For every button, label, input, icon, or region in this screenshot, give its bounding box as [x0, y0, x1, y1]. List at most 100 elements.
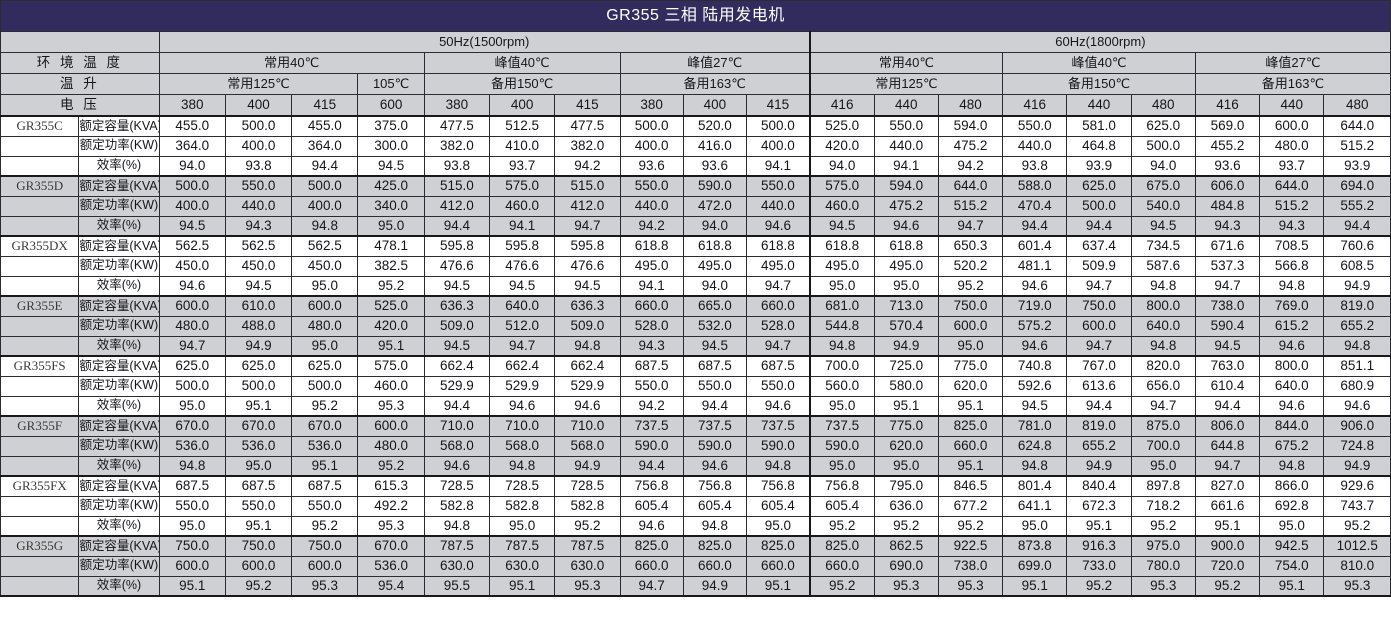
model-name-blank — [0, 375, 80, 397]
cell-gr355fx-efficiency-17: 95.0 — [1259, 515, 1325, 537]
cell-gr355d-capacity-16: 606.0 — [1194, 175, 1261, 197]
cell-gr355fs-power-8: 550.0 — [682, 375, 748, 397]
cell-gr355fs-power-12: 620.0 — [937, 375, 1004, 397]
param-label-efficiency: 效率(%) — [78, 455, 160, 477]
voltage-header-17: 440 — [1259, 94, 1325, 117]
cell-gr355g-efficiency-0: 95.1 — [158, 575, 226, 597]
cell-gr355fs-capacity-14: 767.0 — [1066, 355, 1132, 377]
cell-gr355fs-power-16: 610.4 — [1194, 375, 1261, 397]
model-name-blank — [0, 335, 80, 357]
cell-gr355fx-efficiency-13: 95.0 — [1002, 515, 1068, 537]
cell-gr355c-efficiency-6: 94.2 — [554, 155, 621, 177]
cell-gr355fx-efficiency-12: 95.2 — [937, 515, 1004, 537]
cell-gr355g-capacity-7: 825.0 — [619, 535, 684, 557]
cell-gr355c-capacity-1: 500.0 — [224, 115, 293, 137]
voltage-header-7: 380 — [619, 94, 684, 117]
spec-row-gr355d-power: 额定功率(KW) 400.0 440.0 400.0 340.0 412.0 460.0 41… — [0, 195, 1391, 217]
cell-gr355f-capacity-2: 670.0 — [291, 415, 359, 437]
cell-gr355d-power-18: 555.2 — [1323, 195, 1391, 217]
cell-gr355fx-capacity-10: 756.8 — [808, 475, 875, 497]
cell-gr355fs-capacity-6: 662.4 — [554, 355, 621, 377]
cell-gr355fs-power-14: 613.6 — [1066, 375, 1132, 397]
cell-gr355c-efficiency-7: 93.6 — [619, 155, 684, 177]
cell-gr355c-capacity-18: 644.0 — [1323, 115, 1391, 137]
cell-gr355fx-power-13: 641.1 — [1002, 495, 1068, 517]
cell-gr355dx-power-0: 450.0 — [158, 255, 226, 277]
cell-gr355g-power-6: 630.0 — [554, 555, 621, 577]
cell-gr355f-efficiency-4: 94.6 — [423, 455, 490, 477]
cell-gr355d-efficiency-7: 94.2 — [619, 215, 684, 237]
cell-gr355fx-capacity-2: 687.5 — [291, 475, 359, 497]
cell-gr355dx-power-11: 495.0 — [873, 255, 939, 277]
cell-gr355fx-efficiency-15: 95.2 — [1130, 515, 1196, 537]
cell-gr355e-power-18: 655.2 — [1323, 315, 1391, 337]
cell-gr355d-efficiency-3: 95.0 — [357, 215, 425, 237]
cell-gr355d-capacity-6: 515.0 — [554, 175, 621, 197]
voltage-header-12: 480 — [937, 94, 1004, 117]
cell-gr355fs-capacity-3: 575.0 — [357, 355, 425, 377]
model-name-blank — [0, 255, 80, 277]
voltage-header-18: 480 — [1323, 94, 1391, 117]
cell-gr355d-efficiency-9: 94.6 — [746, 215, 811, 237]
cell-gr355f-capacity-16: 806.0 — [1194, 415, 1261, 437]
cell-gr355g-efficiency-10: 95.2 — [808, 575, 875, 597]
model-name: GR355F — [0, 415, 80, 437]
cell-gr355c-power-4: 382.0 — [423, 135, 490, 157]
cell-gr355fx-power-0: 550.0 — [158, 495, 226, 517]
cell-gr355f-power-6: 568.0 — [554, 435, 621, 457]
cell-gr355d-efficiency-12: 94.7 — [937, 215, 1004, 237]
cell-gr355fs-efficiency-10: 95.0 — [808, 395, 875, 417]
voltage-header-14: 440 — [1066, 94, 1132, 117]
cell-gr355c-efficiency-17: 93.7 — [1259, 155, 1325, 177]
cell-gr355g-power-7: 660.0 — [619, 555, 684, 577]
cell-gr355dx-capacity-12: 650.3 — [937, 235, 1004, 257]
cell-gr355c-efficiency-18: 93.9 — [1323, 155, 1391, 177]
cell-gr355fx-efficiency-0: 95.0 — [158, 515, 226, 537]
cell-gr355c-efficiency-12: 94.2 — [937, 155, 1004, 177]
cell-gr355fs-capacity-0: 625.0 — [158, 355, 226, 377]
cell-gr355dx-efficiency-12: 95.2 — [937, 275, 1004, 297]
cell-gr355fx-efficiency-10: 95.2 — [808, 515, 875, 537]
cell-gr355fs-capacity-12: 775.0 — [937, 355, 1004, 377]
cell-gr355fs-power-5: 529.9 — [488, 375, 556, 397]
cell-gr355fx-efficiency-14: 95.1 — [1066, 515, 1132, 537]
cell-gr355fx-efficiency-11: 95.2 — [873, 515, 939, 537]
cell-gr355dx-efficiency-17: 94.8 — [1259, 275, 1325, 297]
cell-gr355dx-efficiency-7: 94.1 — [619, 275, 684, 297]
cell-gr355c-power-7: 400.0 — [619, 135, 684, 157]
cell-gr355c-efficiency-1: 93.8 — [224, 155, 293, 177]
cell-gr355d-capacity-9: 550.0 — [746, 175, 811, 197]
cell-gr355f-capacity-15: 875.0 — [1130, 415, 1196, 437]
cell-gr355fx-capacity-13: 801.4 — [1002, 475, 1068, 497]
cell-gr355f-power-2: 536.0 — [291, 435, 359, 457]
cell-gr355g-power-18: 810.0 — [1323, 555, 1391, 577]
cell-gr355f-efficiency-3: 95.2 — [357, 455, 425, 477]
model-name-blank — [0, 495, 80, 517]
cell-gr355e-capacity-12: 750.0 — [937, 295, 1004, 317]
cell-gr355e-capacity-2: 600.0 — [291, 295, 359, 317]
cell-gr355g-efficiency-7: 94.7 — [619, 575, 684, 597]
cell-gr355d-capacity-5: 575.0 — [488, 175, 556, 197]
cell-gr355e-efficiency-3: 95.1 — [357, 335, 425, 357]
row-label-temp-rise: 温 升 — [0, 73, 160, 95]
ambient-group-header: 峰值40℃ — [1002, 52, 1196, 74]
cell-gr355f-power-11: 620.0 — [873, 435, 939, 457]
cell-gr355fs-power-9: 550.0 — [746, 375, 811, 397]
cell-gr355f-efficiency-14: 94.9 — [1066, 455, 1132, 477]
cell-gr355dx-efficiency-18: 94.9 — [1323, 275, 1391, 297]
spec-row-gr355f-capacity: GR355F 额定容量(KVA) 670.0 670.0 670.0 600.0 710.0… — [0, 415, 1391, 437]
cell-gr355f-efficiency-15: 95.0 — [1130, 455, 1196, 477]
cell-gr355g-efficiency-2: 95.3 — [291, 575, 359, 597]
cell-gr355f-efficiency-12: 95.1 — [937, 455, 1004, 477]
cell-gr355c-power-17: 480.0 — [1259, 135, 1325, 157]
cell-gr355d-capacity-14: 625.0 — [1066, 175, 1132, 197]
cell-gr355g-efficiency-6: 95.3 — [554, 575, 621, 597]
cell-gr355fx-capacity-3: 615.3 — [357, 475, 425, 497]
cell-gr355c-efficiency-5: 93.7 — [488, 155, 556, 177]
cell-gr355e-capacity-7: 660.0 — [619, 295, 684, 317]
cell-gr355e-power-17: 615.2 — [1259, 315, 1325, 337]
spec-row-gr355d-efficiency: 效率(%) 94.5 94.3 94.8 95.0 94.4 94.1 94.7 94.2 94.… — [0, 215, 1391, 237]
frequency-group-header: 50Hz(1500rpm) — [158, 31, 811, 53]
model-name-blank — [0, 455, 80, 477]
cell-gr355g-capacity-14: 916.3 — [1066, 535, 1132, 557]
